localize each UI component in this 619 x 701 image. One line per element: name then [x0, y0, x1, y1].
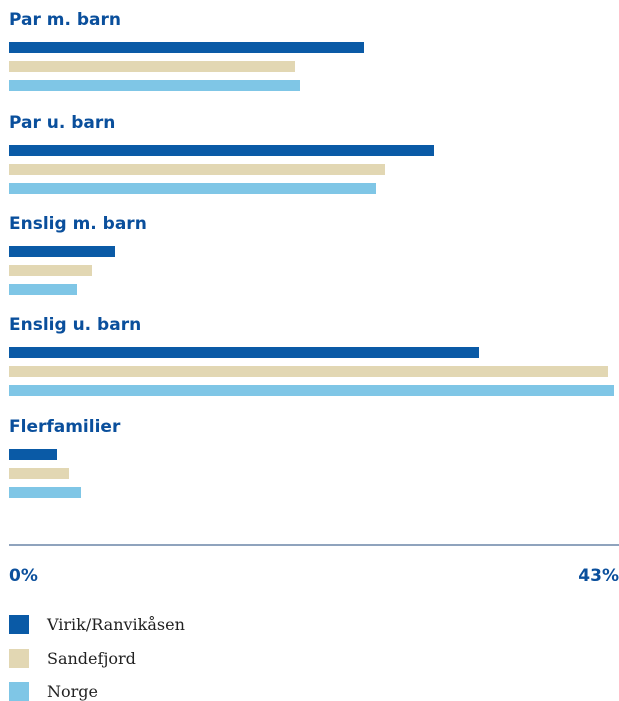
- legend-swatch: [9, 648, 29, 668]
- bar-norge: [9, 487, 81, 498]
- x-tick-label-max: 43%: [578, 566, 619, 586]
- bar-virik-ranvik-sen: [9, 145, 434, 156]
- category-label: Enslig m. barn: [9, 214, 147, 234]
- bar-sandefjord: [9, 468, 69, 479]
- legend-swatch: [9, 614, 29, 634]
- x-axis-line: [9, 544, 619, 546]
- bar-norge: [9, 385, 614, 396]
- legend-item: Sandefjord: [9, 648, 136, 668]
- category-label: Par u. barn: [9, 113, 116, 133]
- bar-sandefjord: [9, 164, 385, 175]
- bar-virik-ranvik-sen: [9, 42, 364, 53]
- category-label: Par m. barn: [9, 10, 121, 30]
- legend-label: Virik/Ranvikåsen: [47, 614, 185, 634]
- bar-norge: [9, 183, 376, 194]
- bar-norge: [9, 80, 300, 91]
- bar-virik-ranvik-sen: [9, 347, 479, 358]
- x-tick-label-min: 0%: [9, 566, 38, 586]
- bar-sandefjord: [9, 366, 608, 377]
- bar-virik-ranvik-sen: [9, 449, 57, 460]
- legend-label: Norge: [47, 681, 98, 701]
- bar-sandefjord: [9, 61, 295, 72]
- bar-sandefjord: [9, 265, 92, 276]
- legend-item: Norge: [9, 681, 98, 701]
- legend-item: Virik/Ranvikåsen: [9, 614, 185, 634]
- legend-label: Sandefjord: [47, 648, 136, 668]
- bar-norge: [9, 284, 77, 295]
- category-label: Enslig u. barn: [9, 315, 142, 335]
- legend-swatch: [9, 681, 29, 701]
- category-label: Flerfamilier: [9, 417, 121, 437]
- bar-virik-ranvik-sen: [9, 246, 115, 257]
